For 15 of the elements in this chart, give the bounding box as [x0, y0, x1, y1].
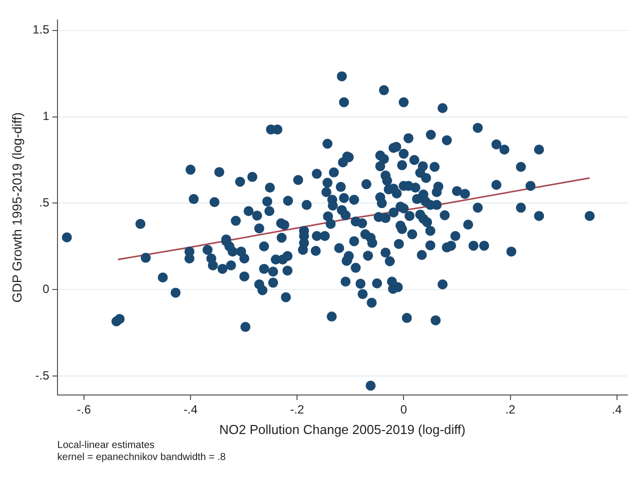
x-tick-label: 0 — [400, 402, 408, 417]
x-tick-label: -.2 — [290, 402, 304, 417]
x-tick-label: .2 — [505, 402, 516, 417]
text: Local-linear estimates — [57, 440, 155, 451]
x-tick-label: -.4 — [184, 402, 198, 417]
text: kernel = epanechnikov bandwidth = .8 — [57, 452, 226, 463]
y-tick-label: 1.5 — [32, 22, 50, 37]
y-tick-label: -.5 — [35, 368, 50, 382]
y-tick-label: 1 — [42, 109, 50, 124]
x-tick-label: -.6 — [76, 402, 92, 417]
y-axis-title: GDP Growth 1995-2019 (log-diff) — [9, 112, 24, 303]
x-axis-title: NO2 Pollution Change 2005-2019 (log-diff) — [219, 422, 466, 437]
y-tick-label: 0 — [42, 282, 50, 296]
x-tick-label: .4 — [612, 402, 622, 417]
y-tick-label: .5 — [39, 195, 50, 210]
